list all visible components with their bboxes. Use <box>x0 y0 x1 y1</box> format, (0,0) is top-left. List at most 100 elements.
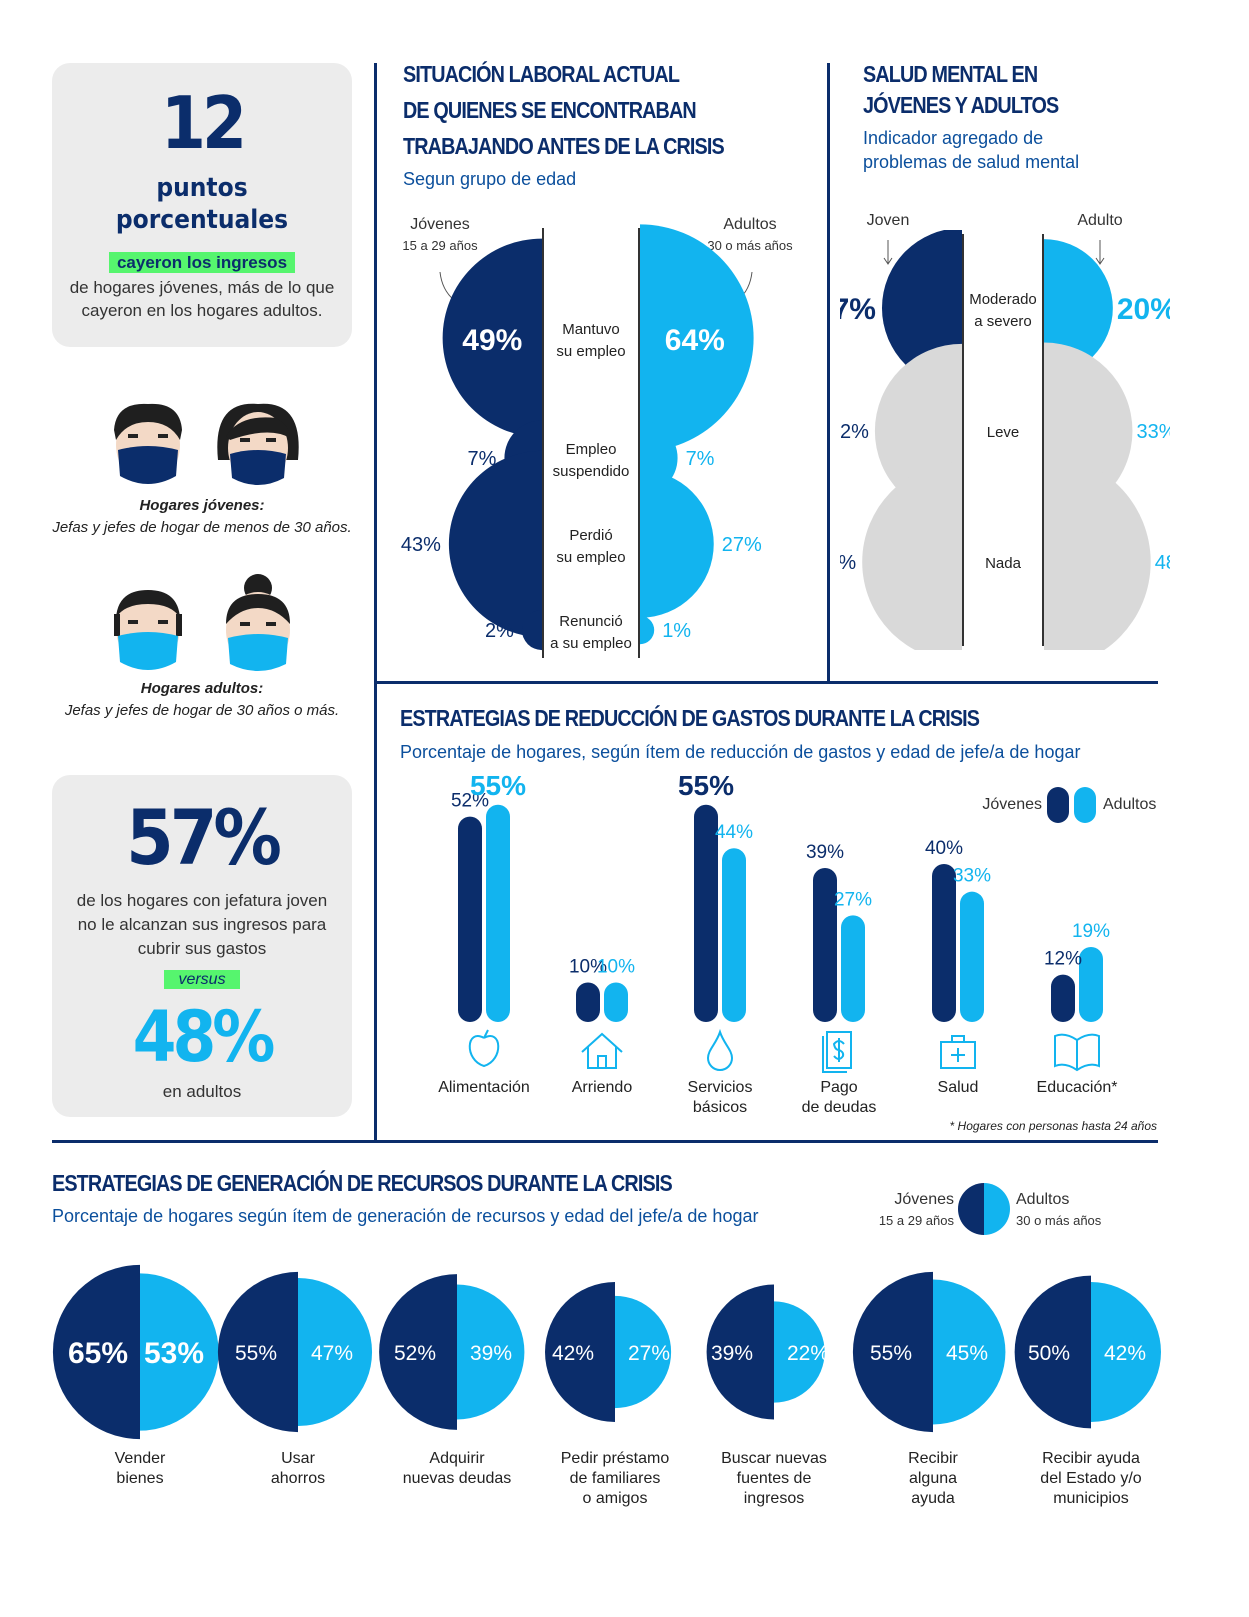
bar-young <box>448 450 542 638</box>
bar-young <box>521 609 542 651</box>
apple-icon <box>468 1029 500 1068</box>
category-label: Adquirir <box>429 1450 485 1467</box>
employment-title: TRABAJANDO ANTES DE LA CRISIS <box>403 133 725 159</box>
bar-adult <box>841 915 865 1022</box>
mental-subtitle: Indicador agregado de <box>863 128 1044 148</box>
legend-adult-label: Adultos <box>723 216 777 233</box>
divider-horizontal <box>374 681 1158 684</box>
category-label: ahorros <box>271 1470 325 1487</box>
category-label: Mantuvo <box>562 321 620 338</box>
value-label-young: 50% <box>1028 1342 1070 1365</box>
category-label: Recibir ayuda <box>1042 1450 1140 1467</box>
value-label-adult: 27% <box>628 1342 670 1365</box>
value-label-adult: 53% <box>144 1337 204 1370</box>
bar-young <box>852 1271 933 1433</box>
category-label: alguna <box>909 1470 957 1487</box>
stat-number: 57% <box>126 793 282 882</box>
generation-chart: 65% 53% Vender bienes 55% 47% Usar ahorros 52% 39… <box>52 1264 1161 1507</box>
category-label: ingresos <box>744 1490 804 1507</box>
divider-vertical <box>827 63 830 681</box>
bar-adult <box>604 982 628 1022</box>
stat-number: 12 <box>160 81 247 165</box>
pointer-arrow <box>439 271 455 301</box>
value-label-young: 65% <box>68 1337 128 1370</box>
water-drop-icon <box>706 1028 734 1071</box>
category-label: de deudas <box>802 1099 877 1116</box>
bar-adult <box>140 1273 219 1431</box>
category-label: Servicios <box>688 1079 753 1096</box>
adult-man-face-icon <box>114 590 182 670</box>
value-label-adult: 44% <box>715 822 753 843</box>
adult-households-desc: Jefas y jefes de hogar de 30 años o más. <box>64 702 340 719</box>
category-label: a su empleo <box>550 635 632 652</box>
versus-label: versus <box>164 970 240 989</box>
category-label: Pedir préstamo <box>561 1450 670 1467</box>
bar-adult <box>640 470 714 618</box>
adult-households-title: Hogares adultos: <box>140 680 264 697</box>
value-label-young: 27% <box>840 293 876 326</box>
value-label-adult: 22% <box>787 1342 829 1365</box>
reduction-footnote: * Hogares con personas hasta 24 años <box>949 1119 1157 1133</box>
stat-text: en adultos <box>162 1082 242 1101</box>
category-label: Moderado <box>969 291 1037 308</box>
legend-young-label: Joven <box>866 212 910 229</box>
category-label: Arriendo <box>572 1079 633 1096</box>
legend-adult-label: Adultos <box>1016 1191 1070 1208</box>
category-label: Pago <box>820 1079 857 1096</box>
value-label-young: 40% <box>925 838 963 859</box>
category-label: de familiares <box>570 1470 661 1487</box>
bar-young <box>458 816 482 1022</box>
bar-young <box>379 1274 457 1430</box>
bar-adult <box>298 1277 373 1427</box>
bar-adult <box>640 224 754 452</box>
book-icon <box>1054 1033 1100 1072</box>
value-label-young: 10% <box>569 957 607 978</box>
category-label: bienes <box>116 1470 163 1487</box>
category-label: Nada <box>985 555 1022 572</box>
bar-young <box>862 462 962 650</box>
legend-young-swatch <box>1047 787 1069 823</box>
category-label: o amigos <box>583 1490 648 1507</box>
legend-young-label: Jóvenes <box>982 796 1042 813</box>
legend-young-label: Jóvenes <box>410 216 470 233</box>
value-label-adult: 39% <box>470 1342 512 1365</box>
legend-young-half <box>958 1183 984 1235</box>
stat-number-adults: 48% <box>132 996 276 1078</box>
bar-adult <box>1044 239 1113 377</box>
house-icon <box>581 1032 623 1069</box>
value-label-adult: 48% <box>1155 552 1170 574</box>
stat-text: cayeron en los hogares adultos. <box>81 301 323 320</box>
employment-title: SITUACIÓN LABORAL ACTUAL <box>403 61 680 87</box>
value-label-young: 12% <box>1044 949 1082 970</box>
value-label-adult: 64% <box>665 324 725 357</box>
category-label: Empleo <box>566 441 617 458</box>
value-label-young: 52% <box>451 791 489 812</box>
category-label: Vender <box>115 1450 166 1467</box>
legend-young-sub: 15 a 29 años <box>402 238 478 253</box>
bar-young <box>442 238 542 438</box>
category-label: su empleo <box>556 343 625 360</box>
young-man-face-icon <box>114 403 182 484</box>
bar-adult <box>933 1279 1006 1425</box>
young-woman-face-icon <box>217 403 299 485</box>
value-label-young: 55% <box>678 770 734 801</box>
category-label: Buscar nuevas <box>721 1450 827 1467</box>
bar-adult <box>1079 946 1103 1022</box>
generation-subtitle: Porcentaje de hogares según ítem de gene… <box>52 1206 759 1226</box>
value-label-adult: 19% <box>1072 921 1110 942</box>
adult-woman-face-icon <box>226 574 290 671</box>
bar-young <box>1051 974 1075 1022</box>
category-label: ayuda <box>911 1490 955 1507</box>
category-label: Perdió <box>569 527 612 544</box>
value-label-young: 2% <box>485 620 514 642</box>
category-label: básicos <box>693 1099 747 1116</box>
value-label-young: 55% <box>870 1342 912 1365</box>
bar-adult <box>457 1284 525 1420</box>
medical-kit-icon <box>940 1035 976 1069</box>
category-label: suspendido <box>553 463 630 480</box>
value-label-young: 42% <box>552 1342 594 1365</box>
category-label: Leve <box>987 424 1020 441</box>
employment-subtitle: Segun grupo de edad <box>403 169 577 189</box>
value-label-young: 39% <box>806 842 844 863</box>
category-label: fuentes de <box>737 1470 812 1487</box>
